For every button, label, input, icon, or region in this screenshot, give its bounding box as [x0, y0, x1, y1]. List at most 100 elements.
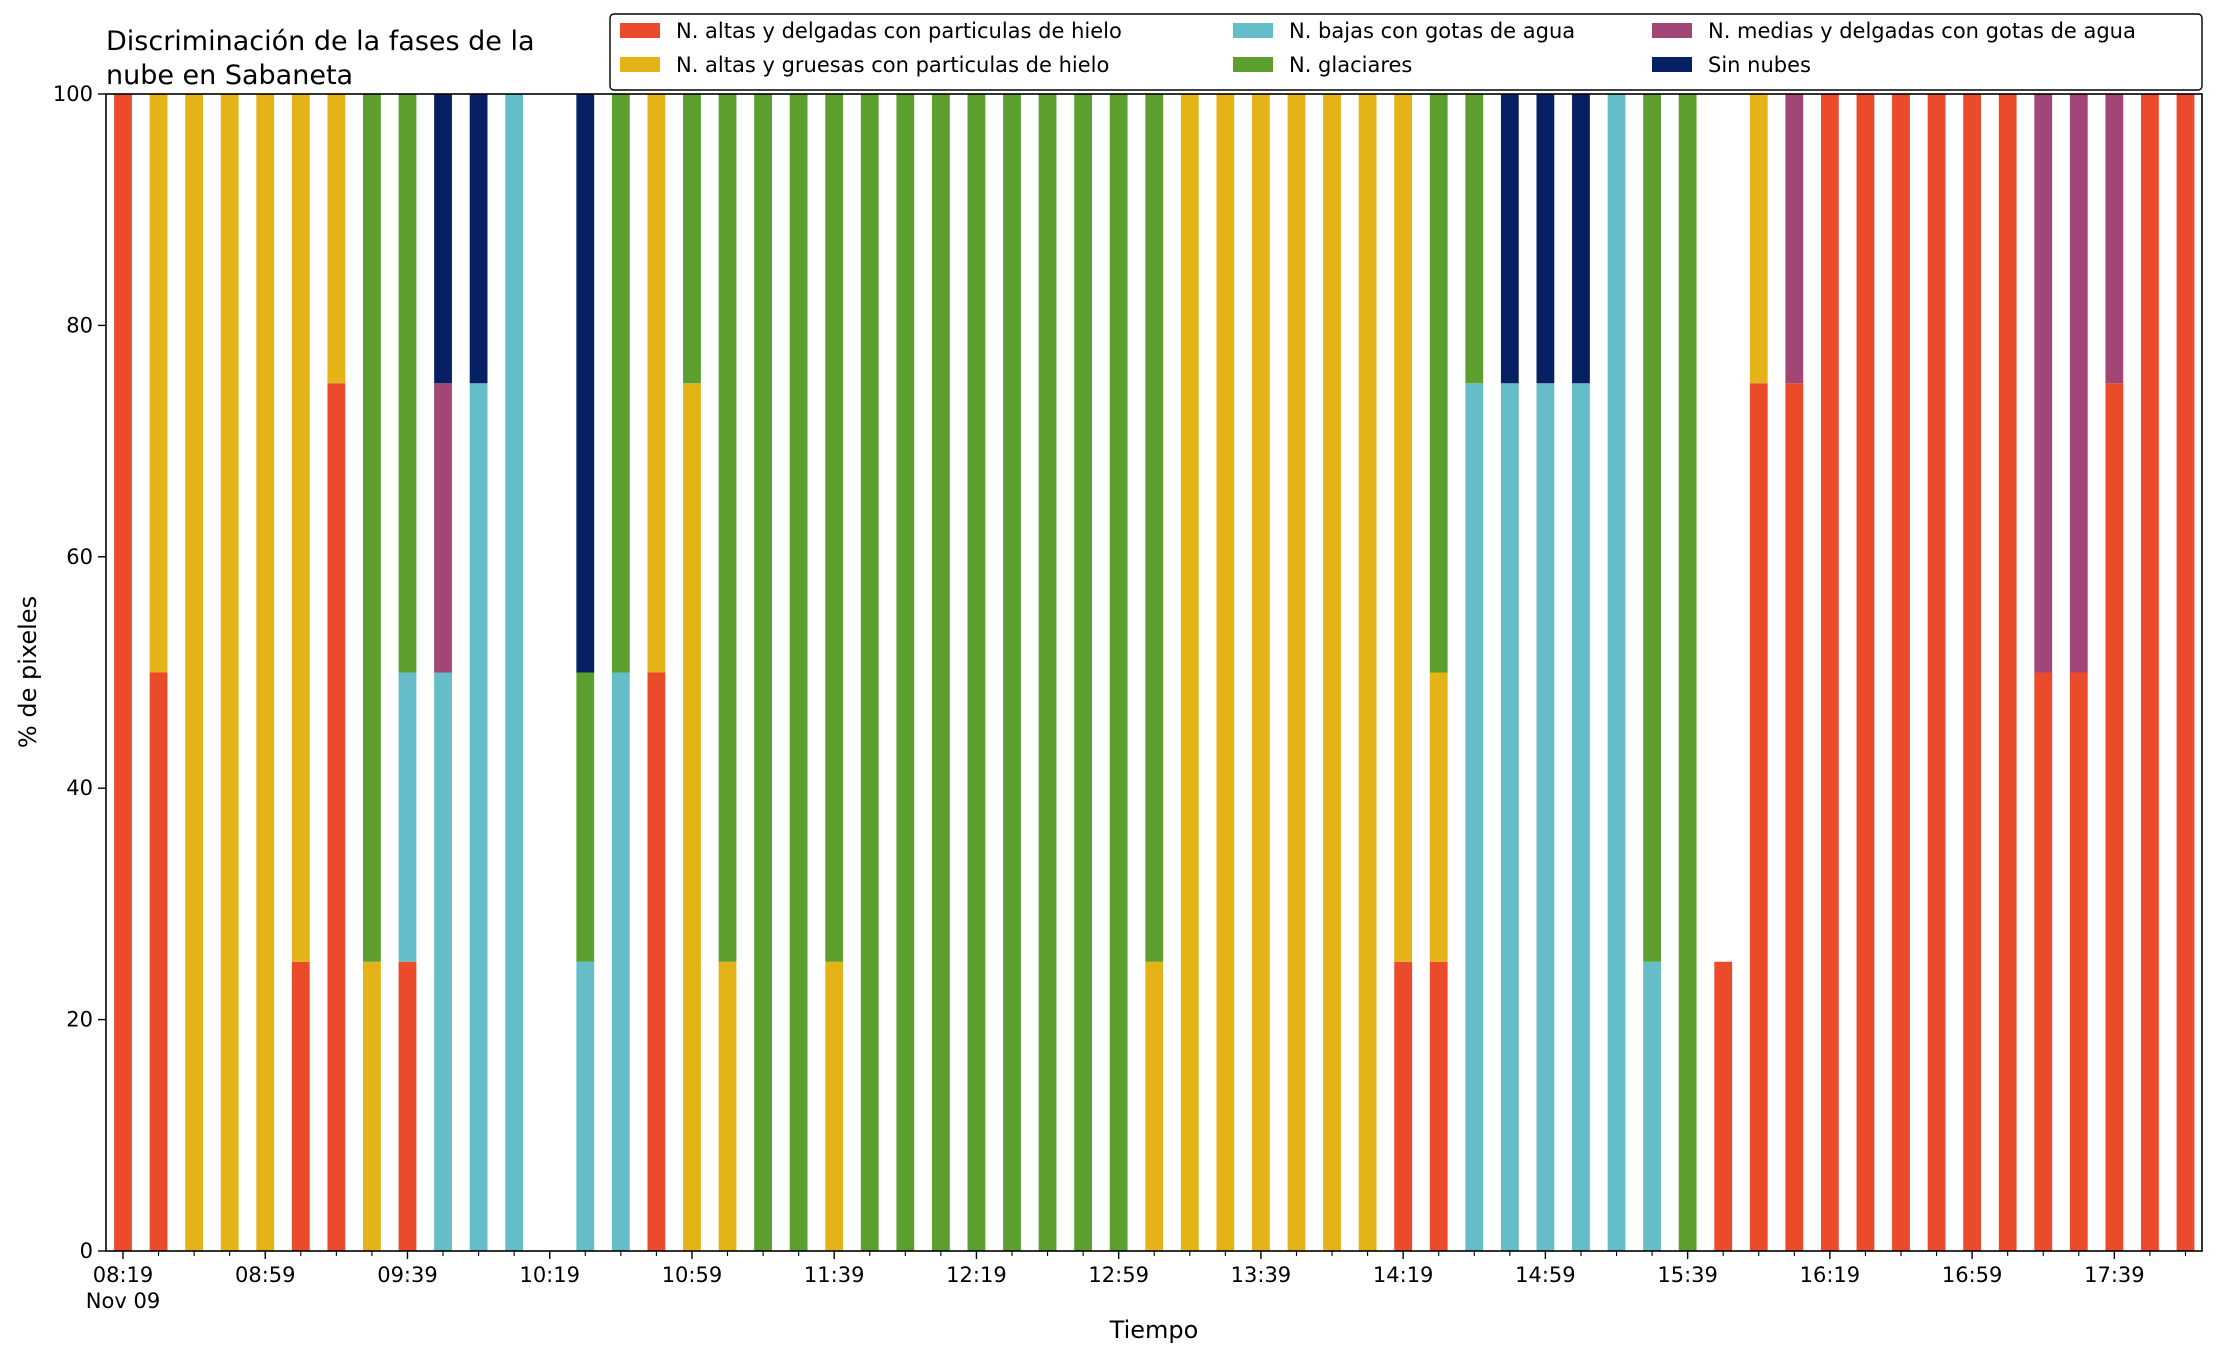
legend-label-5: Sin nubes	[1708, 53, 1811, 77]
x-tick-label-14: 17:39	[2084, 1263, 2145, 1287]
bar-segment-27-3	[1074, 94, 1093, 1251]
bar-segment-40-5	[1536, 94, 1555, 384]
bar-segment-20-3	[825, 94, 844, 962]
chart-title-line-1: Discriminación de la fases de la	[106, 26, 535, 57]
bar-segment-10-5	[469, 94, 488, 384]
bar-segment-34-1	[1323, 94, 1341, 1251]
bar-segment-42-2	[1607, 94, 1626, 1251]
bar-segment-24-3	[967, 94, 986, 1251]
bar-segment-16-3	[683, 94, 701, 384]
legend-label-2: N. bajas con gotas de agua	[1289, 19, 1575, 43]
bar-segment-36-1	[1394, 94, 1413, 962]
bar-segment-9-5	[434, 94, 452, 384]
bar-segment-46-1	[1749, 94, 1768, 384]
bar-segment-53-0	[1998, 94, 2017, 1251]
bar-segment-2-1	[185, 94, 204, 1251]
bar-segment-45-0	[1714, 961, 1733, 1251]
bar-segment-41-2	[1572, 383, 1590, 1251]
x-axis: 08:19 08:59 09:39 10:19 10:59 11:39 12:19 12:59…	[86, 1251, 2187, 1313]
bar-segment-0-0	[114, 94, 132, 1251]
bar-segment-38-2	[1465, 383, 1484, 1251]
x-tick-label-0: 08:19	[93, 1263, 154, 1287]
bar-segment-54-4	[2034, 94, 2053, 673]
bar-segment-17-1	[718, 961, 737, 1251]
bar-segment-57-0	[2141, 94, 2159, 1251]
x-tick-label-3: 10:19	[519, 1263, 580, 1287]
bar-segment-15-0	[647, 672, 666, 1251]
bar-segment-29-1	[1145, 961, 1164, 1251]
bar-segment-9-2	[434, 672, 452, 1251]
bar-segment-32-1	[1252, 94, 1270, 1251]
bar-segment-48-0	[1820, 94, 1839, 1251]
bar-segment-29-3	[1145, 94, 1164, 962]
legend: N. altas y delgadas con particulas de hi…	[609, 13, 2203, 91]
bar-segment-22-3	[896, 94, 915, 1251]
bar-segment-13-5	[576, 94, 595, 673]
y-tick-label-4: 80	[66, 313, 93, 337]
bar-segment-13-3	[576, 672, 595, 962]
plot-frame	[105, 93, 2203, 1252]
x-tick-label-12: 16:19	[1800, 1263, 1861, 1287]
legend-swatch-1	[620, 57, 660, 72]
x-tick-sublabel: Nov 09	[86, 1289, 160, 1313]
bar-segment-26-3	[1038, 94, 1057, 1251]
bar-segment-44-3	[1678, 94, 1697, 1251]
bar-segment-15-1	[647, 94, 666, 673]
y-axis-label: % de pixeles	[14, 596, 42, 748]
x-tick-label-10: 14:59	[1515, 1263, 1576, 1287]
bar-segment-23-3	[931, 94, 950, 1251]
bar-segment-35-1	[1358, 94, 1377, 1251]
bar-segment-20-1	[825, 961, 844, 1251]
bar-segment-9-4	[434, 383, 452, 673]
bar-segment-7-1	[363, 961, 381, 1251]
legend-frame	[609, 13, 2203, 91]
bar-segment-40-2	[1536, 383, 1555, 1251]
bar-segment-49-0	[1856, 94, 1875, 1251]
y-tick-label-3: 60	[66, 545, 93, 569]
y-tick-label-0: 0	[80, 1239, 93, 1263]
x-tick-label-1: 08:59	[235, 1263, 296, 1287]
bar-segment-10-2	[469, 383, 488, 1251]
x-tick-label-5: 11:39	[804, 1263, 865, 1287]
bar-segment-14-2	[611, 672, 630, 1251]
bar-segment-16-1	[683, 383, 701, 1251]
bar-segment-47-0	[1785, 383, 1804, 1251]
x-tick-label-8: 13:39	[1231, 1263, 1292, 1287]
x-tick-label-7: 12:59	[1088, 1263, 1149, 1287]
bar-segment-47-4	[1785, 94, 1804, 384]
chart-title-line-2: nube en Sabaneta	[106, 60, 353, 91]
bar-segment-14-3	[611, 94, 630, 673]
bar-segment-8-3	[398, 94, 417, 673]
bar-segment-28-3	[1109, 94, 1128, 1251]
legend-label-0: N. altas y delgadas con particulas de hi…	[676, 19, 1122, 43]
legend-swatch-3	[1233, 57, 1273, 72]
bar-segment-8-0	[398, 961, 417, 1251]
bar-segment-55-4	[2069, 94, 2088, 673]
bar-segment-37-1	[1429, 672, 1448, 962]
bar-segment-21-3	[860, 94, 879, 1251]
bar-segment-25-3	[1003, 94, 1021, 1251]
bar-segment-56-4	[2105, 94, 2124, 384]
legend-label-1: N. altas y gruesas con particulas de hie…	[676, 53, 1109, 77]
bar-segment-17-3	[718, 94, 737, 962]
x-tick-label-9: 14:19	[1373, 1263, 1434, 1287]
bar-segment-8-2	[398, 672, 417, 962]
bar-segment-6-0	[327, 383, 346, 1251]
bar-segment-31-1	[1216, 94, 1235, 1251]
bar-segment-39-5	[1500, 94, 1519, 384]
bar-segment-33-1	[1287, 94, 1306, 1251]
legend-label-4: N. medias y delgadas con gotas de agua	[1708, 19, 2136, 43]
bar-segment-50-0	[1892, 94, 1910, 1251]
bar-segment-56-0	[2105, 383, 2124, 1251]
bar-segment-1-1	[149, 94, 168, 673]
y-tick-label-2: 40	[66, 776, 93, 800]
bar-segment-39-2	[1500, 383, 1519, 1251]
x-tick-label-13: 16:59	[1942, 1263, 2003, 1287]
bar-segment-38-3	[1465, 94, 1484, 384]
bar-segment-43-2	[1643, 961, 1661, 1251]
y-tick-label-1: 20	[66, 1008, 93, 1032]
bar-segment-46-0	[1749, 383, 1768, 1251]
x-tick-label-11: 15:39	[1657, 1263, 1718, 1287]
bar-segment-51-0	[1927, 94, 1946, 1251]
